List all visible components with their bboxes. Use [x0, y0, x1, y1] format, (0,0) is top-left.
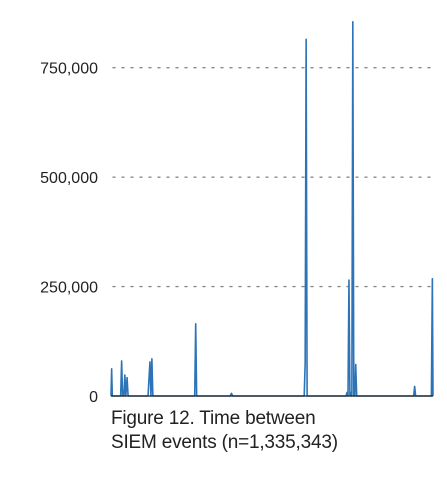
series-line	[110, 20, 434, 397]
y-tick-label-500000: 500,000	[40, 170, 98, 187]
figure-caption: Figure 12. Time between SIEM events (n=1…	[111, 407, 441, 455]
y-tick-label-250000: 250,000	[40, 280, 98, 297]
y-tick-label-750000: 750,000	[40, 61, 98, 78]
caption-line-1: Figure 12. Time between	[111, 408, 316, 429]
caption-line-2: SIEM events (n=1,335,343)	[111, 432, 338, 453]
y-tick-label-0: 0	[89, 389, 98, 406]
